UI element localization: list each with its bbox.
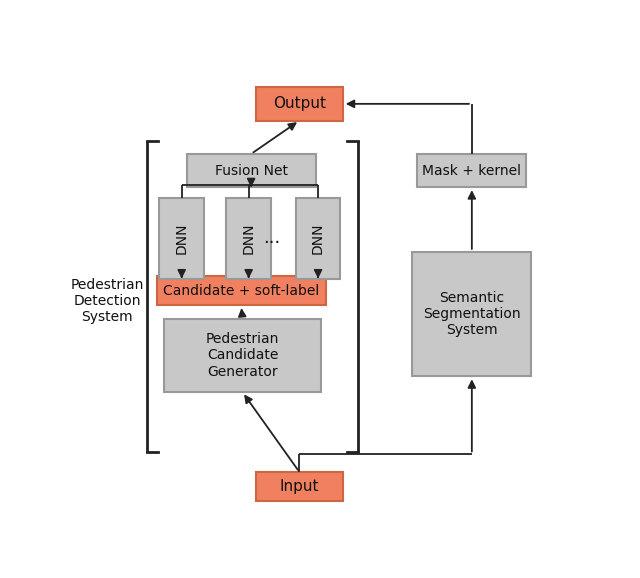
FancyBboxPatch shape	[164, 318, 321, 392]
FancyBboxPatch shape	[417, 154, 527, 187]
FancyBboxPatch shape	[256, 472, 343, 501]
Text: Fusion Net: Fusion Net	[214, 164, 287, 177]
Text: ...: ...	[263, 229, 280, 247]
Text: Output: Output	[273, 97, 326, 112]
Text: Pedestrian
Candidate
Generator: Pedestrian Candidate Generator	[205, 332, 279, 379]
Text: Mask + kernel: Mask + kernel	[422, 164, 522, 177]
FancyBboxPatch shape	[157, 276, 326, 305]
FancyBboxPatch shape	[187, 154, 316, 187]
FancyBboxPatch shape	[227, 198, 271, 279]
FancyBboxPatch shape	[296, 198, 340, 279]
Text: Candidate + soft-label: Candidate + soft-label	[163, 284, 319, 298]
Text: DNN: DNN	[311, 223, 325, 254]
FancyBboxPatch shape	[256, 87, 343, 121]
Text: DNN: DNN	[242, 223, 255, 254]
Text: Pedestrian
Detection
System: Pedestrian Detection System	[70, 277, 144, 324]
Text: DNN: DNN	[175, 223, 189, 254]
FancyBboxPatch shape	[159, 198, 204, 279]
FancyBboxPatch shape	[412, 252, 531, 376]
Text: Semantic
Segmentation
System: Semantic Segmentation System	[423, 291, 521, 338]
Text: Input: Input	[280, 479, 319, 494]
